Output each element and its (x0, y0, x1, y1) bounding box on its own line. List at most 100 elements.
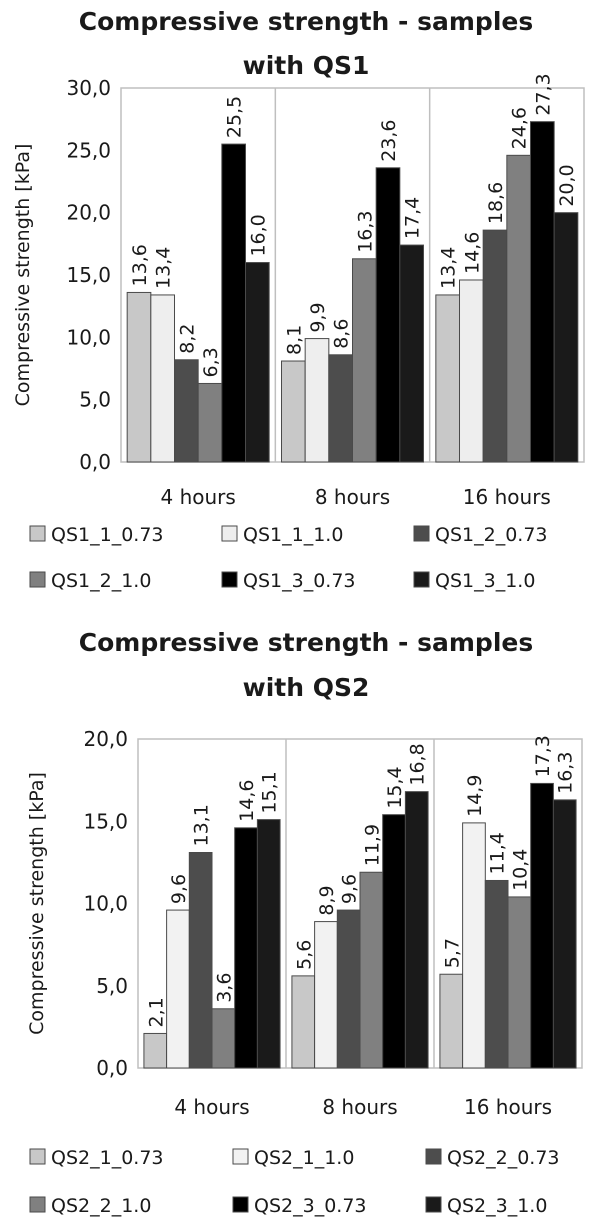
data-label: 8,2 (176, 324, 198, 354)
chart-title: Compressive strength - samples (79, 7, 533, 36)
bar (459, 279, 484, 463)
data-label: 24,6 (509, 107, 531, 149)
data-label: 16,8 (407, 743, 429, 785)
legend-swatch (425, 1196, 442, 1213)
data-label: 14,6 (236, 780, 258, 822)
bar (552, 799, 577, 1069)
bar (352, 258, 377, 463)
y-tick-label: 5,0 (79, 388, 111, 412)
data-label: 13,1 (191, 804, 213, 846)
bar (328, 354, 353, 463)
data-label: 9,6 (168, 874, 190, 904)
bar (126, 291, 152, 463)
data-label: 5,7 (441, 938, 463, 968)
legend-item: QS2_3_0.73 (232, 1195, 367, 1217)
legend-swatch (29, 1148, 46, 1165)
bar (553, 212, 579, 463)
legend-label: QS2_1_1.0 (254, 1147, 354, 1169)
data-label: 13,4 (438, 247, 460, 289)
data-label: 6,3 (200, 347, 222, 377)
data-label: 16,0 (247, 214, 269, 256)
bar (211, 1008, 236, 1069)
bar (150, 294, 176, 463)
legend-item: QS2_1_1.0 (232, 1147, 354, 1169)
bar (188, 852, 213, 1069)
y-tick-label: 20,0 (66, 201, 111, 225)
data-label: 8,9 (316, 885, 338, 915)
bar (404, 791, 429, 1069)
y-tick-label: 10,0 (83, 892, 128, 916)
bar (304, 338, 330, 463)
data-label: 10,4 (509, 849, 531, 891)
legend-item: QS1_2_0.73 (413, 524, 548, 546)
data-label: 27,3 (532, 73, 554, 115)
data-label: 25,5 (224, 96, 246, 138)
legend-item: QS1_3_0.73 (221, 570, 356, 592)
x-tick-label: 16 hours (464, 1095, 552, 1119)
x-tick-label: 8 hours (315, 485, 390, 509)
legend-swatch (425, 1148, 442, 1165)
data-label: 15,4 (384, 766, 406, 808)
bar (435, 294, 461, 463)
legend-label: QS1_1_1.0 (243, 524, 343, 546)
bar (359, 871, 384, 1069)
bar (174, 359, 199, 463)
bar (375, 167, 401, 463)
legend-item: QS2_2_1.0 (29, 1195, 151, 1217)
bar (336, 909, 361, 1069)
data-label: 11,4 (487, 832, 509, 874)
y-axis-label: Compressive strength [kPa] (12, 144, 34, 407)
data-label: 5,6 (293, 940, 315, 970)
data-label: 17,4 (402, 197, 424, 239)
legend-swatch (29, 571, 46, 588)
x-tick-label: 8 hours (322, 1095, 397, 1119)
data-label: 14,6 (461, 232, 483, 274)
data-label: 13,6 (129, 244, 151, 286)
bar (529, 121, 555, 463)
legend-label: QS2_3_1.0 (447, 1195, 547, 1217)
data-label: 2,1 (145, 997, 167, 1027)
legend-swatch (232, 1196, 249, 1213)
data-label: 9,6 (339, 874, 361, 904)
y-tick-label: 15,0 (66, 263, 111, 287)
bar (382, 814, 406, 1069)
data-label: 13,4 (153, 247, 175, 289)
data-label: 8,1 (283, 325, 305, 355)
bar (530, 782, 554, 1069)
bar (291, 975, 316, 1069)
legend-item: QS2_2_0.73 (425, 1147, 560, 1169)
data-label: 8,6 (331, 319, 353, 349)
x-tick-label: 16 hours (463, 485, 551, 509)
bar (506, 154, 531, 463)
data-label: 18,6 (485, 182, 507, 224)
bar (143, 1032, 168, 1069)
legend-item: QS2_1_0.73 (29, 1147, 164, 1169)
bar (482, 229, 508, 463)
bar (507, 896, 532, 1069)
legend-item: QS1_1_1.0 (221, 524, 343, 546)
data-label: 11,9 (361, 824, 383, 866)
bar (221, 143, 246, 463)
x-tick-label: 4 hours (161, 485, 236, 509)
legend-swatch (29, 525, 46, 542)
bar (439, 973, 464, 1069)
legend-label: QS2_2_0.73 (447, 1147, 560, 1169)
data-label: 17,3 (532, 735, 554, 777)
legend-swatch (232, 1148, 249, 1165)
y-tick-label: 5,0 (96, 974, 128, 998)
data-label: 23,6 (378, 119, 400, 161)
bar (234, 827, 258, 1069)
chart-title: with QS1 (243, 51, 370, 80)
data-label: 16,3 (354, 210, 376, 252)
chart-2: Compressive strength - samples with QS2 0,… (26, 628, 583, 1217)
legend-item: QS1_3_1.0 (413, 570, 535, 592)
legend-label: QS2_3_0.73 (254, 1195, 367, 1217)
bar (462, 822, 486, 1069)
data-label: 14,9 (464, 775, 486, 817)
legend-label: QS1_1_0.73 (51, 524, 164, 546)
y-tick-label: 20,0 (83, 727, 128, 751)
data-label: 9,9 (307, 302, 329, 332)
legend-item: QS1_2_1.0 (29, 570, 151, 592)
bar (399, 244, 424, 463)
